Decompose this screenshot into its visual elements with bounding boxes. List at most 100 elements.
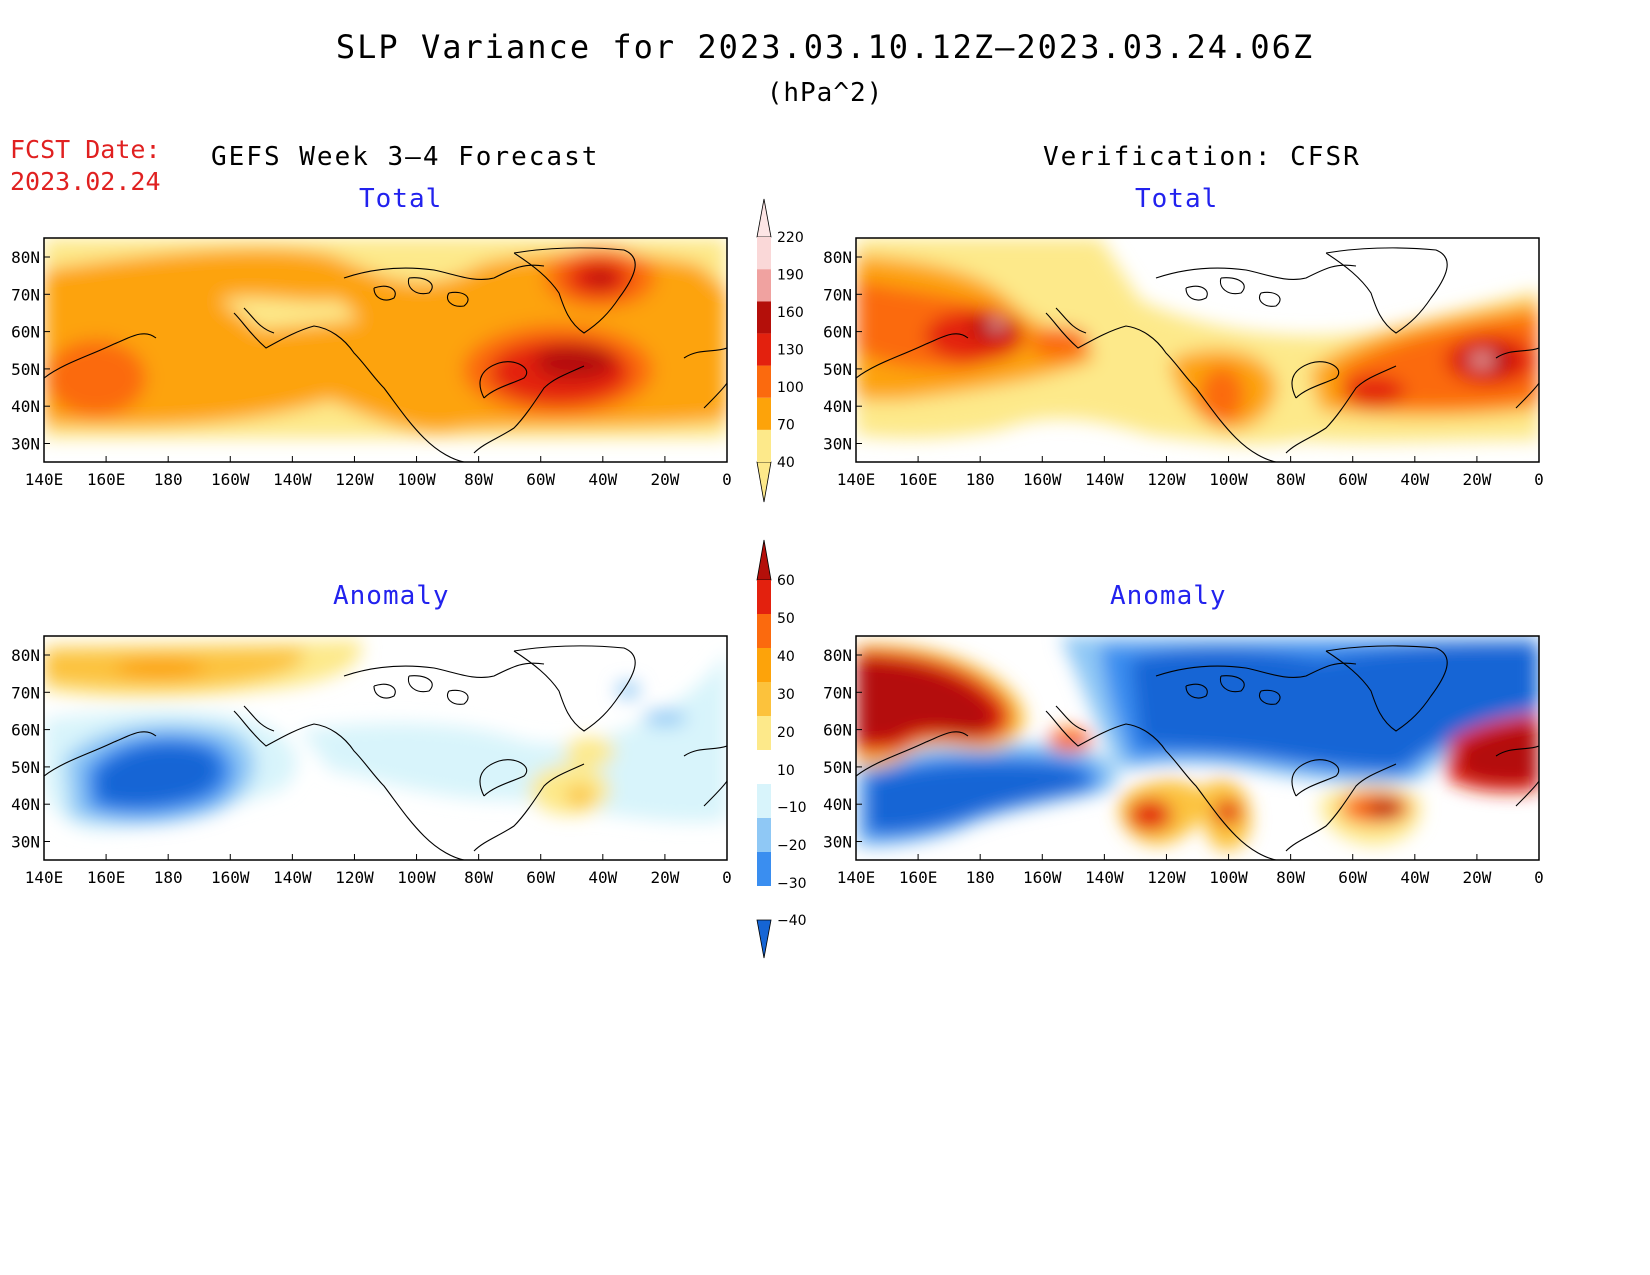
forecast-anomaly-map <box>44 636 727 860</box>
coastline <box>1055 307 1087 334</box>
lon-tick-label: 40W <box>588 868 617 887</box>
colorbar-swatch <box>757 365 771 398</box>
lon-tick-label: 0 <box>1534 868 1544 887</box>
coastline <box>1285 365 1397 454</box>
colorbar-level-label: −30 <box>777 876 807 892</box>
coastline <box>1219 675 1245 693</box>
colorbar-level-label: 220 <box>777 230 804 246</box>
verification-anomaly-coastlines <box>856 645 1539 860</box>
coastline <box>1515 780 1539 807</box>
lon-tick-label: 160W <box>211 470 250 489</box>
coastline <box>703 382 727 409</box>
lon-tick-label: 100W <box>397 470 436 489</box>
page-title: SLP Variance for 2023.03.10.12Z–2023.03.… <box>335 28 1315 66</box>
colorbar-extend-high <box>756 198 772 238</box>
lon-tick-label: 160W <box>211 868 250 887</box>
coastline <box>1258 689 1281 705</box>
lon-tick-label: 40W <box>1400 470 1429 489</box>
left-column-title: GEFS Week 3–4 Forecast <box>211 142 600 172</box>
lon-tick-label: 60W <box>526 868 555 887</box>
coastline <box>1291 759 1339 797</box>
coastline <box>1045 312 1277 462</box>
coastline <box>1155 264 1357 280</box>
verification-anomaly-map <box>856 636 1539 860</box>
lon-tick-label: 60W <box>526 470 555 489</box>
coastline <box>1285 763 1397 852</box>
lat-tick-label: 40N <box>823 795 852 814</box>
coastline <box>473 365 585 454</box>
map-axes: 140E 160E 180 160W 140W 120W 100W 80W 60W 40W 20W 0… <box>11 248 1544 887</box>
forecast-anomaly-frame <box>43 635 728 861</box>
coastline <box>233 312 465 462</box>
verification-total-title: Total <box>1135 184 1219 214</box>
lat-tick-label: 60N <box>823 323 852 342</box>
coastline <box>683 347 727 359</box>
lon-tick-label: 160E <box>899 470 938 489</box>
colorbar-level-label: 20 <box>777 725 795 741</box>
coastline <box>1045 710 1277 860</box>
coastline <box>373 285 396 301</box>
colorbar-swatch <box>757 237 771 270</box>
colorbar-level-label: −20 <box>777 838 807 854</box>
colorbar-swatch <box>757 682 771 716</box>
lon-tick-label: 20W <box>650 868 679 887</box>
coastline <box>1219 277 1245 295</box>
coastline <box>1258 291 1281 307</box>
lon-tick-label: 20W <box>1462 868 1491 887</box>
lat-tick-label: 70N <box>11 683 40 702</box>
lon-tick-label: 0 <box>722 868 732 887</box>
colorbar-extend-low <box>756 919 772 959</box>
colorbar-swatch <box>757 852 771 886</box>
colorbar-level-label: 30 <box>777 687 795 703</box>
lon-tick-label: 80W <box>464 470 493 489</box>
coastline <box>479 759 527 797</box>
lon-tick-label: 100W <box>1209 868 1248 887</box>
forecast-total-coastlines <box>44 247 727 462</box>
coastline <box>44 333 157 379</box>
lat-tick-label: 70N <box>823 683 852 702</box>
colorbar-level-label: 130 <box>777 343 804 359</box>
lat-tick-label: 50N <box>11 360 40 379</box>
colorbar-level-label: 10 <box>777 763 795 779</box>
colorbar-extend-high <box>756 539 772 581</box>
colorbar-level-label: −40 <box>777 913 807 929</box>
right-column-title: Verification: CFSR <box>1043 142 1361 172</box>
lat-tick-label: 40N <box>11 795 40 814</box>
colorbar-level-label: 70 <box>777 418 795 434</box>
colorbar-swatch <box>757 333 771 366</box>
coastline <box>479 361 527 399</box>
coastline <box>243 705 275 732</box>
lat-tick-label: 30N <box>823 435 852 454</box>
lon-tick-label: 0 <box>1534 470 1544 489</box>
lat-tick-label: 80N <box>11 248 40 267</box>
lon-tick-label: 160E <box>87 868 126 887</box>
lon-tick-label: 40W <box>1400 868 1429 887</box>
coastline <box>446 689 469 705</box>
coastline <box>373 683 396 699</box>
verification-total-coastlines <box>856 247 1539 462</box>
lon-tick-label: 60W <box>1338 470 1367 489</box>
verification-anomaly-frame <box>855 635 1540 861</box>
lon-tick-label: 100W <box>1209 470 1248 489</box>
verification-total-frame <box>855 237 1540 463</box>
lon-tick-label: 120W <box>1147 868 1186 887</box>
lat-tick-label: 70N <box>11 285 40 304</box>
coastline <box>407 277 433 295</box>
coastline <box>513 247 636 334</box>
coastline <box>703 780 727 807</box>
lon-tick-label: 80W <box>1276 868 1305 887</box>
lon-tick-label: 140W <box>273 470 312 489</box>
coastline <box>1325 645 1448 732</box>
colorbar-level-label: 50 <box>777 611 795 627</box>
colorbar-level-label: 40 <box>777 455 795 471</box>
colorbar-swatch <box>757 397 771 430</box>
colorbar-swatch <box>757 269 771 302</box>
lat-tick-label: 70N <box>823 285 852 304</box>
lon-tick-label: 140W <box>1085 470 1124 489</box>
colorbar-swatch <box>757 750 771 784</box>
lon-tick-label: 180 <box>154 470 183 489</box>
colorbar-swatch <box>757 784 771 818</box>
coastline <box>243 307 275 334</box>
colorbar-swatch <box>757 648 771 682</box>
coastline <box>343 264 545 280</box>
